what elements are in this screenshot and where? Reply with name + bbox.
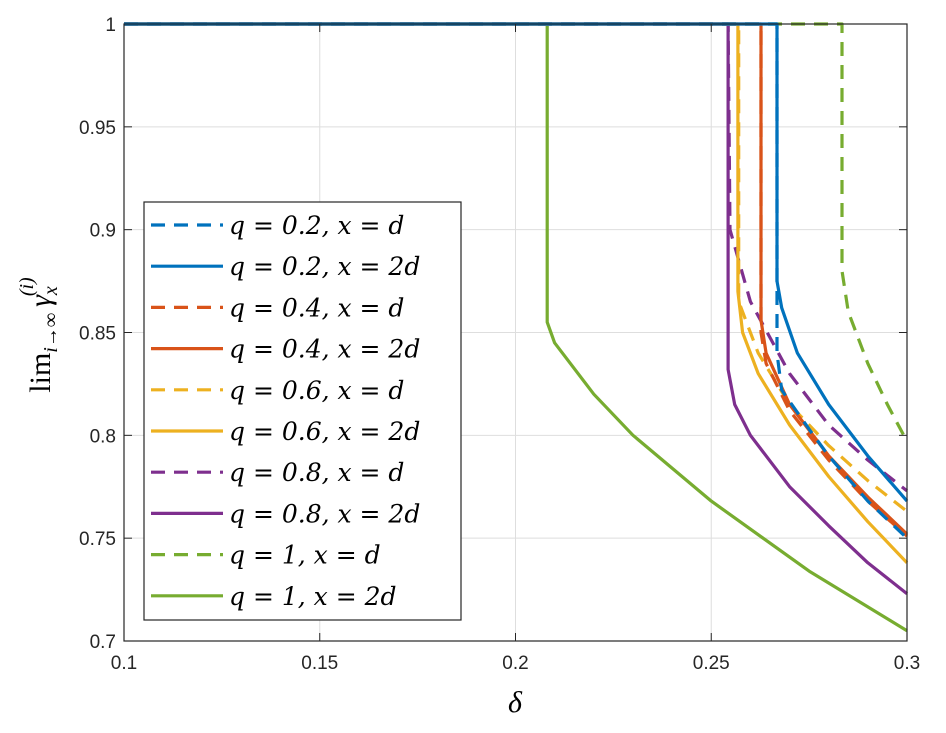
legend-label: q = 0.4, x = 2d	[229, 335, 420, 364]
ylabel-lim-sub: i→∞	[40, 313, 62, 353]
ylabel-gamma: γ	[24, 294, 57, 307]
x-tick-label: 0.15	[301, 653, 338, 674]
legend-label: q = 0.8, x = 2d	[229, 499, 420, 528]
legend-entry: q = 0.2, x = d	[151, 211, 404, 240]
y-axis-label: limi→∞ γx(i)	[16, 277, 62, 393]
ylabel-gamma-sup: (i)	[16, 277, 38, 296]
y-tick-label: 0.8	[90, 426, 116, 447]
legend-label: q = 0.8, x = d	[229, 458, 404, 487]
legend-label: q = 0.4, x = d	[229, 293, 404, 322]
legend-label: q = 0.6, x = d	[229, 376, 404, 405]
y-tick-label: 0.75	[79, 529, 116, 550]
legend-entry: q = 0.2, x = 2d	[151, 252, 420, 281]
legend-entry: q = 0.8, x = d	[151, 458, 404, 487]
series-line-6	[124, 22, 908, 493]
ylabel-lim: lim	[24, 353, 57, 393]
legend-entry: q = 1, x = 2d	[151, 582, 397, 611]
legend-label: q = 0.2, x = 2d	[229, 252, 420, 281]
legend-entry: q = 0.6, x = 2d	[151, 417, 420, 446]
y-tick-label: 1	[105, 15, 116, 36]
legend-entry: q = 0.8, x = 2d	[151, 499, 420, 528]
legend-entry: q = 1, x = d	[151, 541, 381, 570]
legend-entry: q = 0.4, x = 2d	[151, 335, 420, 364]
legend-label: q = 0.2, x = d	[229, 211, 404, 240]
legend-box	[143, 201, 462, 621]
y-tick-label: 0.7	[90, 632, 116, 653]
legend-label: q = 0.6, x = 2d	[229, 417, 420, 446]
ticks: 0.1 0.15 0.2 0.25 0.3 0.7 0.75 0.8 0.85 0.9 0.95 1	[79, 15, 920, 674]
x-tick-label: 0.2	[502, 653, 528, 674]
x-tick-label: 0.1	[111, 653, 137, 674]
x-axis-label: δ	[508, 686, 523, 719]
x-tick-label: 0.3	[894, 653, 920, 674]
y-tick-label: 0.95	[79, 118, 116, 139]
y-tick-label: 0.9	[90, 221, 116, 242]
x-tick-label: 0.25	[693, 653, 730, 674]
legend-entry: q = 0.4, x = d	[151, 293, 404, 322]
series-line-0	[124, 22, 909, 540]
legend-label: q = 1, x = d	[229, 541, 381, 570]
svg-text:limi→∞γx(i): limi→∞ γx(i)	[16, 277, 62, 393]
series-line-3	[124, 22, 909, 536]
ylabel-gamma-sub: x	[40, 286, 62, 296]
legend-entry: q = 0.6, x = d	[151, 376, 404, 405]
series-line-9	[124, 22, 908, 633]
legend: q = 0.2, x = d q = 0.2, x = 2d q = 0.4, x …	[143, 201, 462, 621]
y-tick-label: 0.85	[79, 324, 116, 345]
legend-label: q = 1, x = 2d	[229, 582, 397, 611]
